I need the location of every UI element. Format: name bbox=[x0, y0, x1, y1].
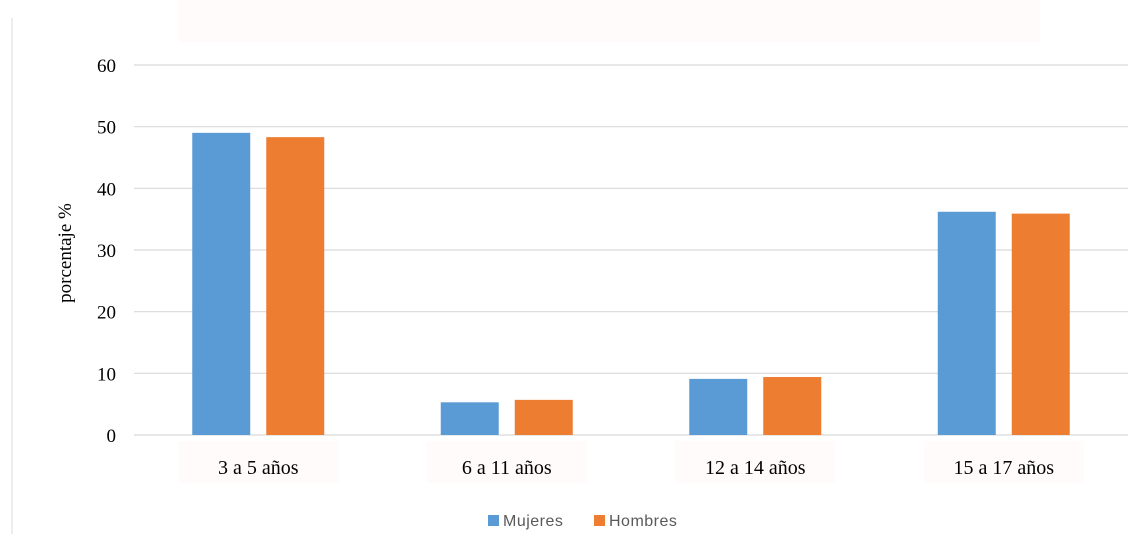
x-label-box bbox=[178, 441, 339, 483]
y-tick-label: 30 bbox=[97, 241, 116, 262]
bar-mujeres-3 bbox=[937, 211, 996, 435]
bar-mujeres-0 bbox=[192, 132, 251, 436]
y-tick-labels: 0 10 20 30 40 50 60 bbox=[97, 56, 116, 447]
bars bbox=[192, 132, 1070, 436]
bar-mujeres-1 bbox=[440, 402, 499, 435]
legend-label-mujeres: Mujeres bbox=[503, 513, 563, 530]
legend-label-hombres: Hombres bbox=[609, 513, 677, 530]
bar-hombres-0 bbox=[266, 137, 325, 435]
bar-hombres-1 bbox=[514, 399, 573, 435]
title-area bbox=[178, 0, 1040, 42]
x-tick-label: 3 a 5 años bbox=[218, 457, 299, 479]
bar-hombres-2 bbox=[763, 377, 822, 435]
x-label-box bbox=[923, 441, 1084, 483]
y-tick-label: 20 bbox=[97, 303, 116, 324]
x-tick-labels: 3 a 5 años 6 a 11 años 12 a 14 años 15 a 17… bbox=[178, 441, 1084, 483]
legend-swatch-hombres bbox=[594, 515, 605, 526]
x-tick-label: 15 a 17 años bbox=[953, 457, 1054, 479]
y-tick-label: 0 bbox=[107, 426, 117, 447]
x-label-box bbox=[426, 441, 587, 483]
bar-hombres-3 bbox=[1011, 213, 1070, 435]
x-tick-label: 6 a 11 años bbox=[462, 457, 552, 479]
bar-mujeres-2 bbox=[689, 378, 748, 435]
legend-swatch-mujeres bbox=[488, 515, 499, 526]
y-tick-label: 10 bbox=[97, 364, 116, 385]
y-tick-label: 40 bbox=[97, 179, 116, 200]
x-label-box bbox=[675, 441, 836, 483]
y-tick-label: 50 bbox=[97, 118, 116, 139]
legend: Mujeres Hombres bbox=[488, 513, 677, 530]
y-axis-label: porcentaje % bbox=[55, 203, 76, 303]
x-tick-label: 12 a 14 años bbox=[705, 457, 806, 479]
y-tick-label: 60 bbox=[97, 56, 116, 77]
